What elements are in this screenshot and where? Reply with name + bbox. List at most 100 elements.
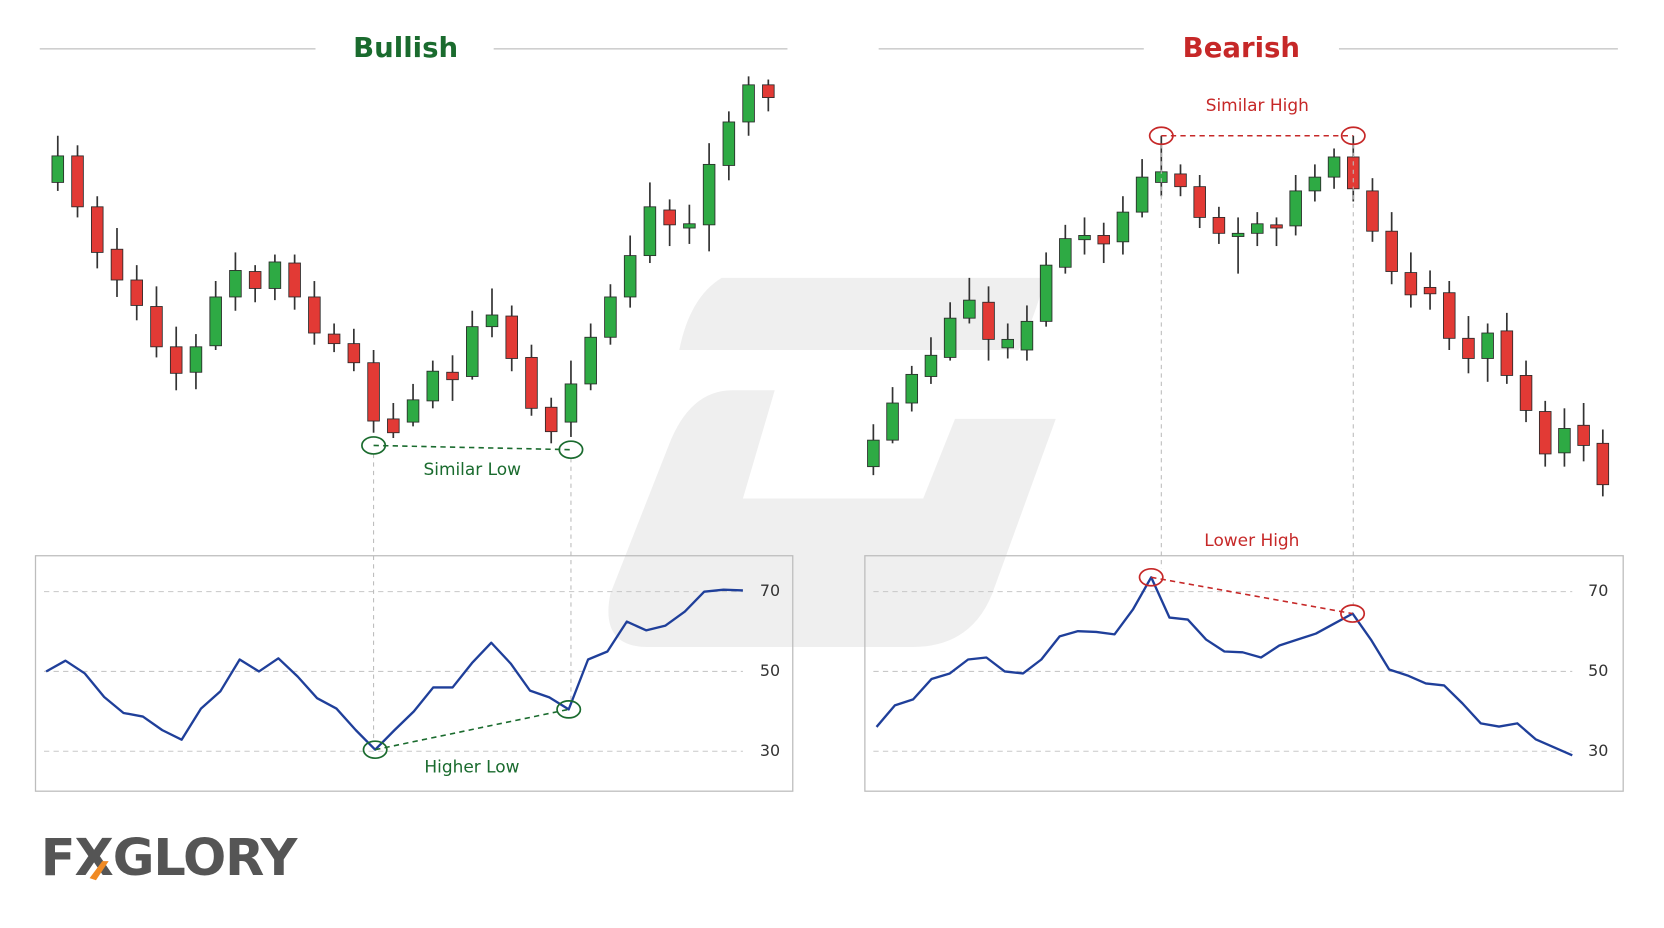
candle-body [1577, 424, 1590, 446]
candle-body [466, 326, 479, 377]
candle-body [1212, 216, 1226, 234]
candle-body [1500, 330, 1514, 376]
candle-body [1116, 211, 1130, 243]
candle-body [943, 317, 957, 358]
candle-body [90, 206, 104, 253]
annotation-line [374, 708, 569, 751]
annotation-circle [361, 436, 387, 455]
candle-body [169, 346, 183, 374]
candle-body [1078, 235, 1091, 241]
candle-body [51, 155, 65, 183]
candle-body [1020, 320, 1034, 351]
panel-title: Bullish [353, 31, 458, 64]
annotation-label: Similar High [1206, 95, 1309, 115]
candle-body [248, 271, 262, 289]
candle-body [643, 206, 657, 257]
y-tick-label: 70 [760, 581, 780, 600]
y-tick-label: 30 [760, 741, 780, 760]
candle-body [762, 84, 775, 98]
annotation-circle [1340, 604, 1366, 623]
candle-body [604, 296, 617, 338]
annotation-circle [1138, 567, 1164, 587]
annotation-circle [1148, 126, 1174, 146]
indicator-line [45, 588, 743, 751]
candle-body [963, 299, 976, 319]
candle-body [505, 315, 518, 359]
indicator-line [875, 576, 1573, 757]
logo-accent [89, 861, 109, 881]
candle-body [722, 121, 736, 166]
candle-body [544, 406, 558, 433]
candle-body [584, 336, 597, 385]
candle-body [867, 439, 880, 468]
candle-body [683, 223, 696, 229]
candle-body [367, 362, 380, 422]
candle-body [1481, 332, 1494, 359]
candle-body [130, 279, 143, 306]
panel-title: Bearish [1183, 31, 1300, 64]
logo: FXGLORY [41, 829, 300, 888]
candle-body [924, 354, 938, 377]
candle-body [110, 248, 124, 281]
candle-body [1289, 190, 1302, 227]
candle-body [564, 383, 578, 423]
candle-body [268, 261, 282, 289]
candle-body [1135, 176, 1149, 213]
indicator-frame [34, 555, 794, 792]
annotation-label: Similar Low [423, 459, 521, 479]
candle-body [1327, 156, 1341, 178]
candle-body [525, 356, 538, 409]
y-tick-label: 30 [1588, 741, 1608, 760]
candle-body [1404, 272, 1418, 296]
candle-body [1596, 442, 1610, 486]
candle-body [1251, 223, 1264, 234]
candle-body [1059, 238, 1072, 268]
logo-text: FXGLORY [41, 829, 299, 888]
y-tick-label: 50 [760, 661, 780, 680]
candle-body [1001, 338, 1014, 349]
candle-body [1462, 337, 1475, 359]
candle-body [327, 333, 341, 345]
candle-body [1039, 264, 1053, 322]
candle-body [886, 402, 899, 441]
annotation-circle [1340, 126, 1366, 146]
candle-body [1558, 428, 1571, 454]
candle-body [71, 155, 84, 208]
candle-body [347, 343, 361, 364]
candle-body [1231, 232, 1245, 237]
annotation-line [1151, 576, 1353, 615]
candle-body [308, 296, 321, 334]
candle-body [189, 346, 203, 373]
candle-body [150, 306, 163, 348]
watermark-body [608, 390, 1056, 647]
annotation-line [373, 444, 571, 451]
candle-body [1366, 190, 1379, 232]
watermark [608, 277, 1056, 647]
candle-body [485, 314, 499, 328]
candle-body [663, 209, 676, 226]
indicator-frame [864, 555, 1624, 792]
candle-body [288, 262, 301, 298]
candle-body [623, 255, 637, 298]
candle-body [387, 418, 400, 434]
candle-body [1423, 286, 1437, 295]
candle-body [982, 301, 995, 340]
y-tick-label: 70 [1588, 581, 1608, 600]
y-tick-label: 50 [1588, 661, 1608, 680]
candle-body [1519, 375, 1533, 411]
annotation-label: Lower High [1204, 530, 1299, 550]
candle-body [1174, 173, 1187, 188]
candle-body [742, 84, 755, 123]
annotation-circle [558, 440, 584, 460]
annotation-circle [556, 700, 582, 719]
candle-body [406, 399, 420, 423]
annotation-circle [362, 740, 388, 760]
candle-body [1097, 235, 1110, 245]
candle-body [1270, 224, 1283, 229]
candle-body [1385, 230, 1398, 272]
candle-body [1193, 186, 1206, 218]
candle-body [229, 270, 242, 298]
candle-body [446, 371, 459, 381]
